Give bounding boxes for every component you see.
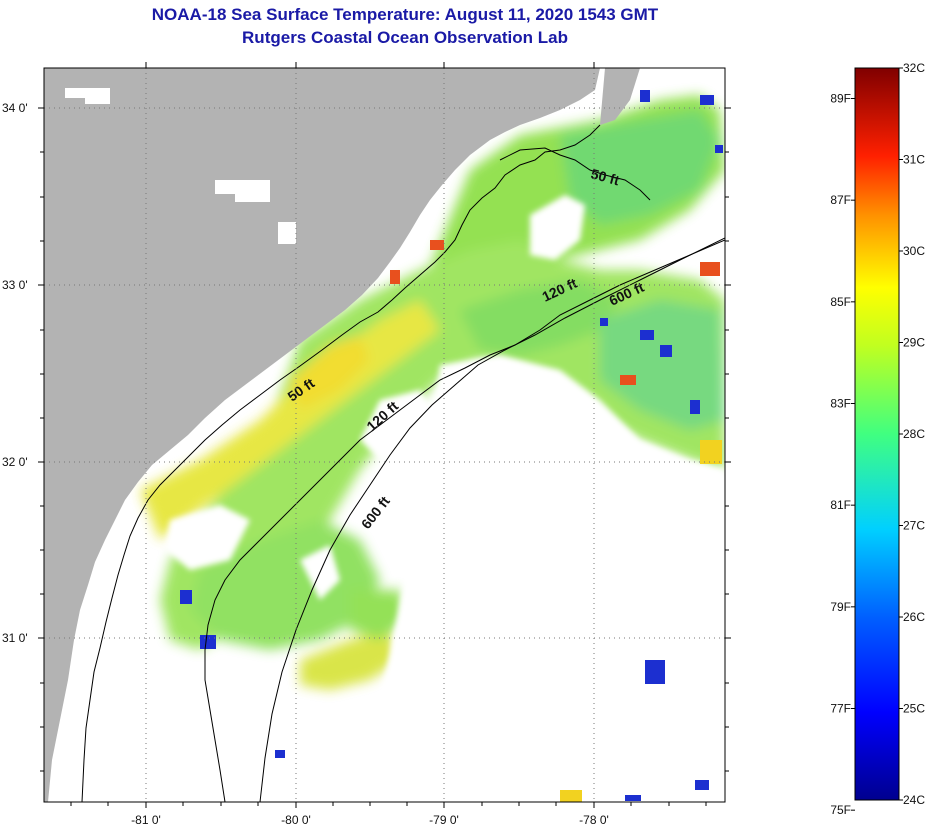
colorbar-fahrenheit-label: 79F xyxy=(830,600,851,614)
colorbar-celsius-label: 30C xyxy=(903,244,925,258)
colorbar-fahrenheit-label: 87F xyxy=(830,193,851,207)
colorbar-celsius-label: 32C xyxy=(903,61,925,75)
lon-label-81: -81 0' xyxy=(131,813,161,827)
lat-label-33: 33 0' xyxy=(2,278,28,292)
colorbar-celsius-label: 31C xyxy=(903,153,925,167)
lat-label-31: 31 0' xyxy=(2,631,28,645)
colorbar-fahrenheit-label: 81F xyxy=(830,498,851,512)
map-frame xyxy=(43,67,726,803)
colorbar-fahrenheit-label: 83F xyxy=(830,397,851,411)
map-subtitle: Rutgers Coastal Ocean Observation Lab xyxy=(242,28,568,47)
colorbar-fahrenheit-label: 77F xyxy=(830,702,851,716)
lon-label-80: -80 0' xyxy=(281,813,311,827)
colorbar-celsius-label: 28C xyxy=(903,427,925,441)
colorbar-celsius-label: 29C xyxy=(903,336,925,350)
tick-marks xyxy=(38,62,731,808)
colorbar-fahrenheit-label: 75F xyxy=(830,803,851,817)
colorbar-gradient xyxy=(854,67,900,801)
sst-data-layer xyxy=(140,90,725,802)
contour-label-50ft-north: 50 ft xyxy=(589,165,621,188)
colorbar-celsius-label: 26C xyxy=(903,610,925,624)
lat-label-34: 34 0' xyxy=(2,101,28,115)
lon-label-79: -79 0' xyxy=(429,813,459,827)
graticule xyxy=(44,68,725,802)
lon-label-78: -78 0' xyxy=(579,813,609,827)
land-mass xyxy=(44,68,600,802)
lat-label-32: 32 0' xyxy=(2,455,28,469)
map-title: NOAA-18 Sea Surface Temperature: August … xyxy=(151,5,659,24)
colorbar-fahrenheit-label: 89F xyxy=(830,92,851,106)
colorbar-celsius-label: 24C xyxy=(903,793,925,807)
colorbar-celsius-label: 25C xyxy=(903,702,925,716)
colorbar-fahrenheit-label: 85F xyxy=(830,295,851,309)
colorbar-celsius-label: 27C xyxy=(903,519,925,533)
